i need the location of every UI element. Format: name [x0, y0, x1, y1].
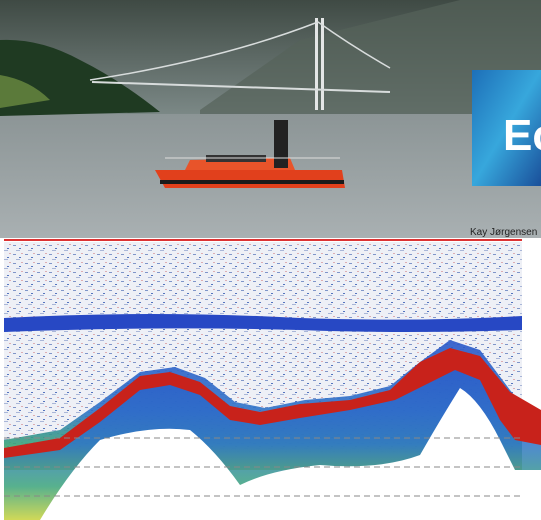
- logo-text: Ec: [503, 111, 541, 160]
- boat: [155, 120, 345, 188]
- scattering-layer: [4, 314, 522, 332]
- boat-photo: Ec Kay Jørgensen: [0, 0, 541, 238]
- hull: [155, 170, 345, 188]
- photo-credit: Kay Jørgensen: [470, 227, 537, 238]
- hull-stripe: [160, 180, 344, 184]
- seafloor: [40, 388, 541, 520]
- logo: [472, 70, 541, 186]
- mast: [274, 120, 288, 168]
- bottom-echo: [4, 348, 541, 458]
- bridge-deck: [91, 81, 391, 93]
- bridge-tower: [315, 18, 318, 110]
- bridge-cable: [89, 21, 391, 81]
- bridge-tower: [321, 18, 324, 110]
- echogram: [0, 238, 541, 520]
- meadow: [0, 75, 50, 108]
